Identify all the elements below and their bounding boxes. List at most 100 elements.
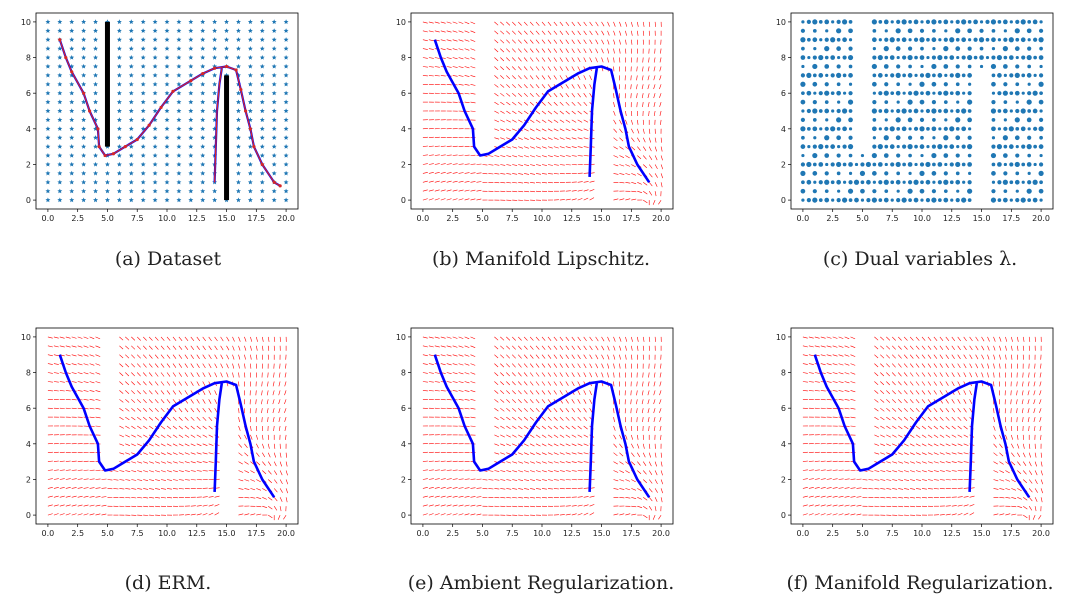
dual-point xyxy=(1027,127,1031,131)
vector-arrow xyxy=(969,354,973,360)
dual-point xyxy=(1015,82,1020,87)
vector-arrow xyxy=(470,416,476,419)
dual-point xyxy=(955,171,960,176)
dual-point xyxy=(848,82,853,86)
vector-arrow xyxy=(886,488,892,490)
dual-point xyxy=(925,161,931,168)
dual-point xyxy=(1020,19,1026,25)
vector-arrow xyxy=(571,443,577,447)
vector-arrow xyxy=(613,452,618,457)
vector-arrow xyxy=(844,478,850,480)
vector-arrow xyxy=(261,390,263,396)
y-tick-label: 4 xyxy=(781,440,786,449)
dual-point xyxy=(944,118,948,122)
vector-arrow xyxy=(500,434,505,438)
vector-arrow xyxy=(891,345,896,350)
vector-arrow xyxy=(802,504,808,507)
vector-arrow xyxy=(434,145,440,147)
data-point xyxy=(152,188,158,194)
data-point xyxy=(283,72,289,78)
vector-arrow xyxy=(125,363,130,368)
data-point xyxy=(259,126,265,131)
dual-point xyxy=(1039,135,1043,140)
vector-arrow xyxy=(166,354,171,359)
vector-arrow xyxy=(131,354,136,359)
dual-point xyxy=(830,91,835,96)
vector-arrow xyxy=(1010,408,1012,414)
vector-arrow xyxy=(637,497,642,500)
vector-arrow xyxy=(1040,363,1042,369)
vector-arrow xyxy=(903,425,909,430)
data-point xyxy=(140,188,146,194)
vector-arrow xyxy=(523,372,528,377)
vector-arrow xyxy=(660,470,663,476)
vector-arrow xyxy=(494,128,500,131)
vector-arrow xyxy=(547,110,553,115)
dual-point xyxy=(847,99,854,105)
vector-arrow xyxy=(832,487,838,489)
vector-arrow xyxy=(529,461,535,464)
x-tick-label: 5.0 xyxy=(101,214,114,223)
vector-arrow xyxy=(422,390,428,392)
data-point xyxy=(188,117,194,123)
vector-arrow xyxy=(524,488,530,490)
vector-arrow xyxy=(59,504,65,507)
data-point xyxy=(200,54,206,60)
data-point xyxy=(259,81,265,87)
dual-point xyxy=(1027,46,1032,51)
vector-arrow xyxy=(470,84,476,86)
vector-arrow xyxy=(607,372,609,378)
data-point xyxy=(116,179,122,185)
vector-arrow xyxy=(202,434,208,438)
vector-arrow xyxy=(577,470,583,472)
dual-point xyxy=(831,20,835,24)
dual-point xyxy=(978,37,985,43)
vector-arrow xyxy=(838,399,844,401)
vector-arrow xyxy=(957,443,963,446)
vector-arrow xyxy=(577,452,583,455)
vector-arrow xyxy=(838,381,844,383)
vector-arrow xyxy=(648,110,650,117)
vector-arrow xyxy=(261,408,263,414)
dual-point xyxy=(824,171,829,176)
vector-arrow xyxy=(196,372,200,377)
vector-arrow xyxy=(659,57,662,63)
dual-point xyxy=(836,117,842,123)
vector-arrow xyxy=(553,461,559,464)
vector-arrow xyxy=(577,66,581,72)
vector-arrow xyxy=(802,513,808,516)
dual-point xyxy=(884,55,889,60)
vector-arrow xyxy=(196,336,201,342)
data-point xyxy=(152,37,158,42)
y-tick-label: 0 xyxy=(26,196,31,205)
vector-arrow xyxy=(428,75,434,77)
vector-arrow xyxy=(595,354,599,360)
vector-arrow xyxy=(607,21,610,27)
data-point xyxy=(200,81,206,87)
dual-point xyxy=(865,161,872,168)
vector-arrow xyxy=(565,336,570,341)
vector-arrow xyxy=(142,363,147,368)
data-point xyxy=(212,72,218,78)
vector-arrow xyxy=(256,336,258,342)
vector-arrow xyxy=(535,470,541,473)
vector-arrow xyxy=(464,92,470,95)
vector-arrow xyxy=(880,416,885,421)
vector-arrow xyxy=(625,198,631,201)
vector-arrow xyxy=(434,451,440,453)
vector-arrow xyxy=(125,470,131,472)
vector-arrow xyxy=(136,336,141,341)
data-point xyxy=(128,197,134,203)
vector-arrow xyxy=(131,488,137,490)
vector-arrow xyxy=(802,487,808,489)
vector-arrow xyxy=(131,505,137,507)
data-point xyxy=(93,37,99,42)
data-point xyxy=(164,197,170,203)
vector-arrow xyxy=(653,66,656,72)
vector-arrow xyxy=(868,479,874,481)
data-point xyxy=(128,179,134,185)
dual-point xyxy=(872,180,876,184)
dual-point xyxy=(890,91,895,96)
vector-arrow xyxy=(446,21,452,24)
